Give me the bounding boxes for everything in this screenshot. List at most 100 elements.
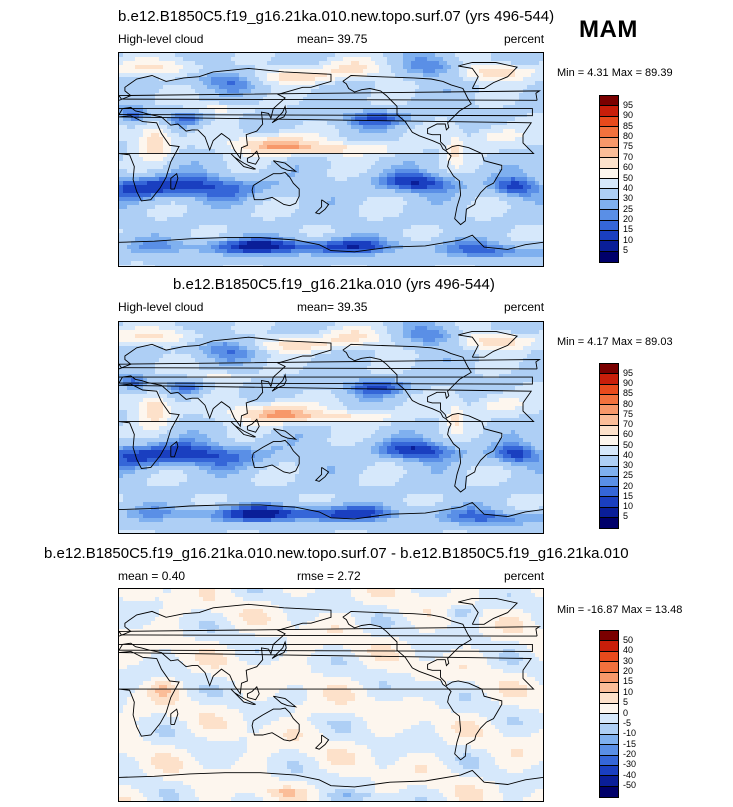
- field-cell: [391, 129, 396, 134]
- field-cell: [135, 241, 140, 246]
- field-cell: [223, 145, 228, 150]
- field-cell: [219, 185, 224, 190]
- field-cell: [495, 65, 500, 70]
- field-cell: [331, 177, 336, 182]
- field-cell: [527, 109, 532, 114]
- field-cell: [399, 85, 404, 90]
- field-cell: [347, 109, 352, 114]
- field-cell: [203, 81, 208, 86]
- field-cell: [303, 93, 308, 98]
- field-cell: [283, 169, 288, 174]
- field-cell: [195, 209, 200, 214]
- field-cell: [295, 137, 300, 142]
- field-cell: [195, 169, 200, 174]
- field-cell: [455, 53, 460, 58]
- field-cell: [407, 197, 412, 202]
- field-cell: [131, 77, 136, 82]
- field-cell: [291, 201, 296, 206]
- field-cell: [319, 177, 324, 182]
- field-cell: [539, 77, 543, 82]
- field-cell: [207, 89, 212, 94]
- field-cell: [327, 73, 332, 78]
- field-cell: [171, 193, 176, 198]
- field-cell: [355, 141, 360, 146]
- field-cell: [163, 213, 168, 218]
- field-cell: [475, 81, 480, 86]
- field-cell: [447, 213, 452, 218]
- field-cell: [487, 157, 492, 162]
- field-cell: [187, 217, 192, 222]
- field-cell: [323, 61, 328, 66]
- field-cell: [423, 57, 428, 62]
- field-cell: [175, 185, 180, 190]
- field-cell: [295, 169, 300, 174]
- field-cell: [135, 89, 140, 94]
- field-cell: [351, 189, 356, 194]
- field-cell: [515, 109, 520, 114]
- field-cell: [447, 61, 452, 66]
- field-cell: [407, 213, 412, 218]
- field-cell: [347, 173, 352, 178]
- field-cell: [511, 133, 516, 138]
- field-cell: [255, 233, 260, 238]
- field-cell: [119, 125, 124, 130]
- field-cell: [523, 61, 528, 66]
- field-cell: [143, 73, 148, 78]
- field-cell: [123, 57, 128, 62]
- field-cell: [331, 157, 336, 162]
- field-cell: [291, 165, 296, 170]
- field-cell: [147, 129, 152, 134]
- field-cell: [183, 105, 188, 110]
- field-cell: [451, 201, 456, 206]
- field-cell: [467, 229, 472, 234]
- field-cell: [203, 69, 208, 74]
- field-cell: [447, 117, 452, 122]
- field-cell: [311, 209, 316, 214]
- field-cell: [343, 197, 348, 202]
- field-cell: [135, 209, 140, 214]
- field-cell: [303, 233, 308, 238]
- field-cell: [311, 73, 316, 78]
- field-cell: [283, 141, 288, 146]
- field-cell: [499, 189, 504, 194]
- field-cell: [519, 189, 524, 194]
- field-cell: [239, 189, 244, 194]
- field-cell: [447, 153, 452, 158]
- field-cell: [355, 153, 360, 158]
- field-cell: [383, 149, 388, 154]
- field-cell: [383, 217, 388, 222]
- field-cell: [303, 125, 308, 130]
- field-cell: [155, 213, 160, 218]
- field-cell: [143, 201, 148, 206]
- field-cell: [331, 205, 336, 210]
- field-cell: [399, 213, 404, 218]
- field-cell: [147, 121, 152, 126]
- field-cell: [163, 153, 168, 158]
- field-cell: [495, 125, 500, 130]
- field-cell: [495, 177, 500, 182]
- field-cell: [463, 125, 468, 130]
- field-cell: [271, 105, 276, 110]
- field-cell: [303, 197, 308, 202]
- field-cell: [139, 85, 144, 90]
- field-cell: [487, 81, 492, 86]
- field-cell: [223, 197, 228, 202]
- field-cell: [255, 237, 260, 242]
- field-cell: [275, 93, 280, 98]
- field-cell: [235, 165, 240, 170]
- field-cell: [351, 209, 356, 214]
- field-cell: [519, 117, 524, 122]
- field-cell: [267, 157, 272, 162]
- field-cell: [319, 137, 324, 142]
- field-cell: [419, 137, 424, 142]
- field-cell: [311, 217, 316, 222]
- field-cell: [291, 173, 296, 178]
- field-cell: [367, 141, 372, 146]
- field-cell: [135, 73, 140, 78]
- field-cell: [463, 225, 468, 230]
- field-cell: [339, 205, 344, 210]
- field-cell: [171, 109, 176, 114]
- field-cell: [347, 205, 352, 210]
- field-cell: [271, 229, 276, 234]
- field-cell: [519, 165, 524, 170]
